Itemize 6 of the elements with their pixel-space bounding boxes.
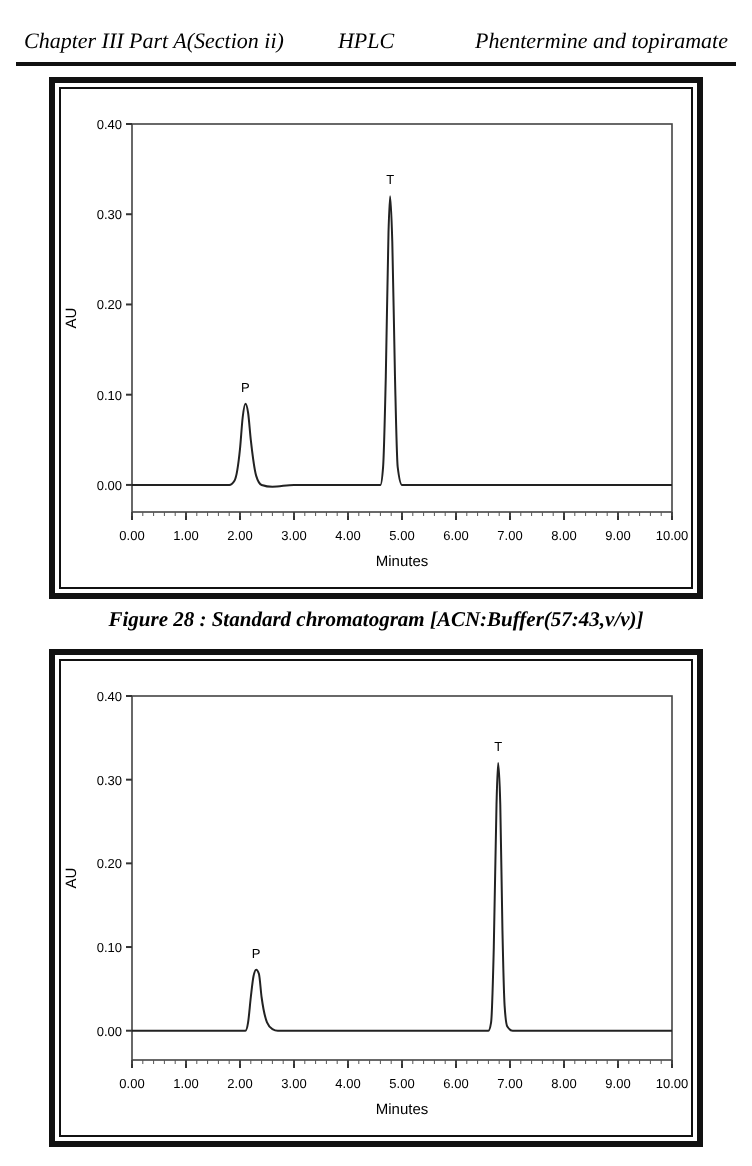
line-series xyxy=(131,195,673,488)
text: Phentermine and topiramate xyxy=(473,30,729,54)
text: HPLC xyxy=(335,30,396,54)
text: Chapter III Part A(Section ii) xyxy=(24,30,285,54)
caption: Figure 28 : Standard chromatogram [ACN:Buffer(57:43,v/v)] xyxy=(106,610,645,632)
line-series xyxy=(131,761,673,1032)
